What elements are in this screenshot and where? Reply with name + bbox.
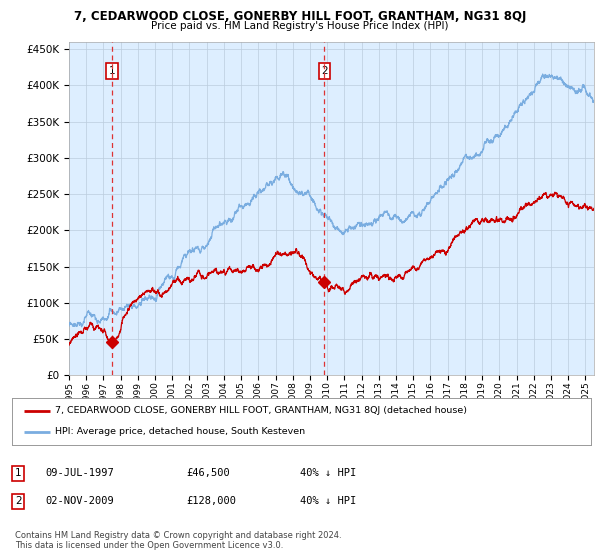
Text: 7, CEDARWOOD CLOSE, GONERBY HILL FOOT, GRANTHAM, NG31 8QJ (detached house): 7, CEDARWOOD CLOSE, GONERBY HILL FOOT, G… bbox=[55, 407, 467, 416]
Text: 2: 2 bbox=[15, 496, 22, 506]
Text: 40% ↓ HPI: 40% ↓ HPI bbox=[300, 496, 356, 506]
Text: 2: 2 bbox=[321, 66, 328, 76]
Text: HPI: Average price, detached house, South Kesteven: HPI: Average price, detached house, Sout… bbox=[55, 427, 305, 436]
Text: Price paid vs. HM Land Registry's House Price Index (HPI): Price paid vs. HM Land Registry's House … bbox=[151, 21, 449, 31]
Text: 40% ↓ HPI: 40% ↓ HPI bbox=[300, 468, 356, 478]
Text: 7, CEDARWOOD CLOSE, GONERBY HILL FOOT, GRANTHAM, NG31 8QJ: 7, CEDARWOOD CLOSE, GONERBY HILL FOOT, G… bbox=[74, 10, 526, 23]
Text: £46,500: £46,500 bbox=[186, 468, 230, 478]
Text: 1: 1 bbox=[15, 468, 22, 478]
Text: 02-NOV-2009: 02-NOV-2009 bbox=[45, 496, 114, 506]
Text: 09-JUL-1997: 09-JUL-1997 bbox=[45, 468, 114, 478]
Text: Contains HM Land Registry data © Crown copyright and database right 2024.
This d: Contains HM Land Registry data © Crown c… bbox=[15, 531, 341, 550]
Text: 1: 1 bbox=[109, 66, 116, 76]
Text: £128,000: £128,000 bbox=[186, 496, 236, 506]
